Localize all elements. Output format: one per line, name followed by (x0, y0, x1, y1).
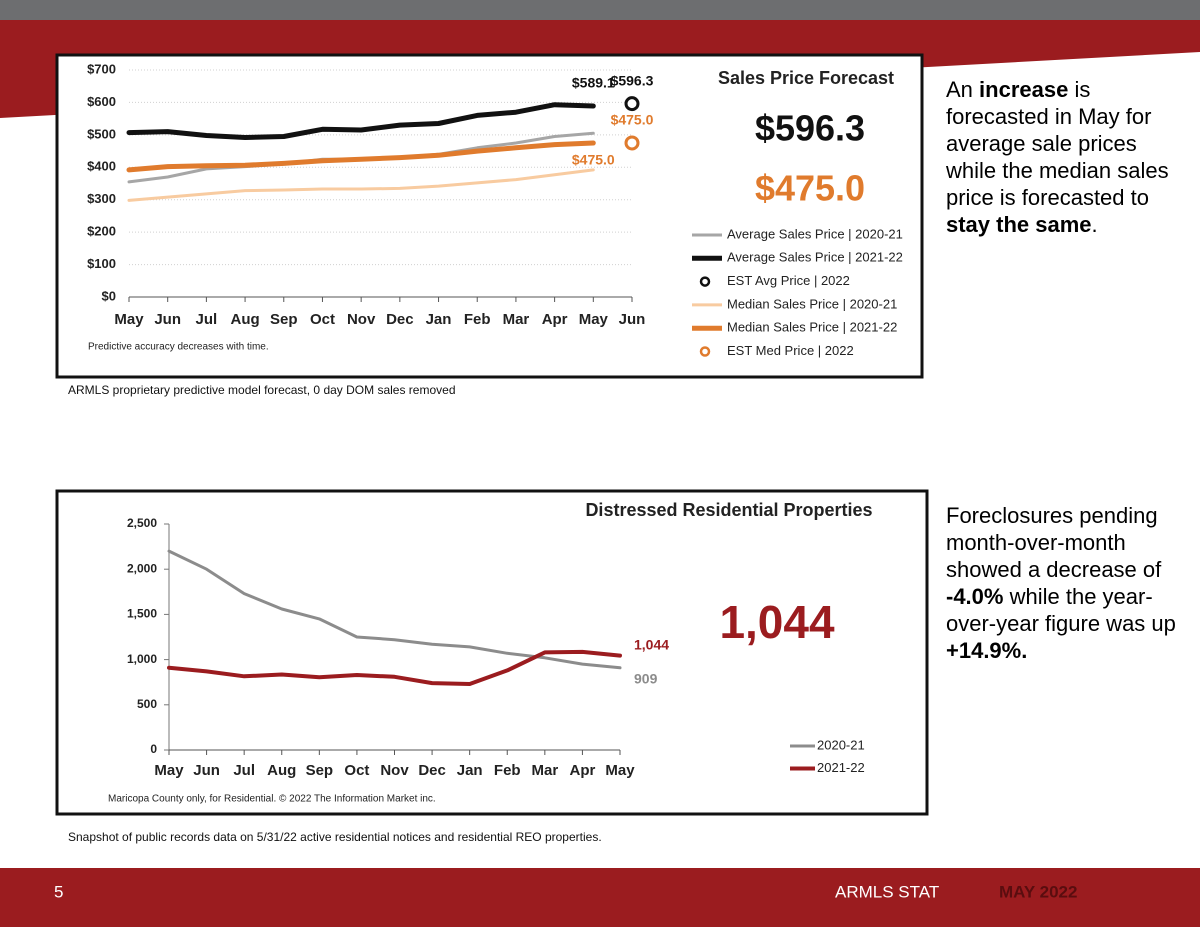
page-number: 5 (54, 882, 63, 901)
data-label: 1,044 (634, 636, 669, 652)
y-tick-label: 1,500 (127, 607, 157, 621)
brand: ARMLS STAT (835, 882, 939, 901)
chart-caption: ARMLS proprietary predictive model forec… (68, 383, 456, 397)
y-tick-label: $200 (87, 224, 116, 239)
y-tick-label: $600 (87, 94, 116, 109)
x-tick-label: Jul (196, 311, 218, 328)
chart-title: Distressed Residential Properties (585, 500, 872, 520)
est-point (624, 96, 640, 112)
x-tick-label: Apr (542, 311, 568, 328)
top-bar (0, 0, 1200, 20)
callout: $475.0 (755, 168, 865, 209)
x-tick-label: Dec (386, 311, 414, 328)
x-tick-label: Jan (426, 311, 452, 328)
legend-label: EST Avg Price | 2022 (727, 273, 850, 288)
y-tick-label: $500 (87, 126, 116, 141)
commentary-text: Foreclosures pending month-over-month sh… (946, 503, 1162, 582)
est-point (624, 135, 640, 151)
commentary-text: . (1091, 212, 1098, 237)
series-line (167, 549, 622, 670)
series-line (167, 649, 622, 686)
data-label: 909 (634, 671, 658, 687)
callout: 1,044 (719, 596, 835, 648)
data-label: $475.0 (572, 152, 615, 168)
y-tick-label: 500 (137, 697, 157, 711)
x-tick-label: Apr (569, 762, 595, 779)
commentary-text: increase (979, 77, 1069, 102)
x-tick-label: Jun (619, 311, 646, 328)
y-tick-label: $300 (87, 191, 116, 206)
legend-label: Median Sales Price | 2020-21 (727, 296, 897, 311)
legend-symbol (699, 346, 711, 357)
x-tick-label: May (605, 762, 635, 779)
commentary-text: is forecasted in May for average sale pr… (946, 77, 1169, 210)
commentary: An increase is forecasted in May for ave… (946, 76, 1186, 238)
x-tick-label: Dec (418, 762, 446, 779)
x-tick-label: Feb (464, 311, 491, 328)
commentary-text: stay the same (946, 212, 1092, 237)
legend-label: EST Med Price | 2022 (727, 343, 854, 358)
x-tick-label: Aug (267, 762, 296, 779)
legend-label: Average Sales Price | 2021-22 (727, 250, 903, 265)
x-tick-label: Feb (494, 762, 521, 779)
x-tick-label: Mar (503, 311, 530, 328)
x-tick-label: Nov (380, 762, 409, 779)
x-tick-label: May (114, 311, 144, 328)
x-tick-label: Jun (154, 311, 181, 328)
x-tick-label: Jul (233, 762, 255, 779)
y-tick-label: $0 (102, 288, 116, 303)
x-tick-label: Nov (347, 311, 376, 328)
x-tick-label: Jun (193, 762, 220, 779)
callout: $596.3 (755, 108, 865, 149)
data-label: $589.1 (572, 75, 615, 91)
y-tick-label: 2,500 (127, 516, 157, 530)
legend-label: Median Sales Price | 2021-22 (727, 320, 897, 335)
commentary-text: while the year-over-year figure was up (946, 584, 1176, 636)
x-tick-label: Mar (531, 762, 558, 779)
y-tick-label: 1,000 (127, 652, 157, 666)
series-line (126, 140, 596, 173)
series-line (127, 168, 595, 202)
legend-symbol (699, 276, 711, 287)
commentary-text: +14.9%. (946, 638, 1028, 663)
y-tick-label: $700 (87, 61, 116, 76)
chart-frame (55, 489, 929, 816)
data-label: $596.3 (611, 72, 654, 88)
legend-label: 2021-22 (817, 760, 865, 775)
chart-frame (55, 53, 924, 379)
commentary-text: An (946, 77, 980, 102)
y-tick-label: $100 (87, 256, 116, 271)
y-tick-label: 0 (150, 742, 157, 756)
x-tick-label: Oct (310, 311, 335, 328)
x-tick-label: May (579, 311, 609, 328)
commentary: Foreclosures pending month-over-month sh… (946, 502, 1186, 664)
chart-note: Predictive accuracy decreases with time. (88, 342, 269, 353)
y-tick-label: 2,000 (127, 561, 157, 575)
data-label: $475.0 (611, 112, 654, 128)
legend-label: Average Sales Price | 2020-21 (727, 226, 903, 241)
x-tick-label: Oct (344, 762, 369, 779)
x-tick-label: Jan (457, 762, 483, 779)
footer-bar (0, 868, 1200, 927)
chart-title: Sales Price Forecast (718, 68, 894, 88)
chart-note: Maricopa County only, for Residential. ©… (108, 794, 436, 805)
series-line (126, 102, 596, 140)
report-date: MAY 2022 (999, 882, 1077, 901)
legend-label: 2020-21 (817, 737, 865, 752)
x-tick-label: Aug (230, 311, 259, 328)
y-tick-label: $400 (87, 159, 116, 174)
x-tick-label: May (154, 762, 184, 779)
x-tick-label: Sep (270, 311, 298, 328)
x-tick-label: Sep (306, 762, 334, 779)
commentary-text: -4.0% (946, 584, 1004, 609)
chart-caption: Snapshot of public records data on 5/31/… (68, 830, 602, 844)
